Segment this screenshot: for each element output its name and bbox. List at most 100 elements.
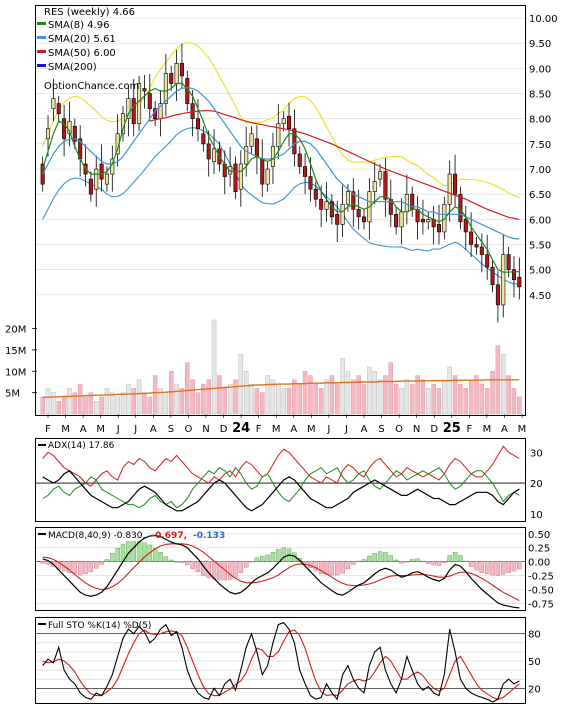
volume-bar [61,396,67,415]
candle-down [436,224,442,233]
volume-bar [83,396,88,415]
candle-down [383,171,388,200]
macd-histogram-bar [88,561,94,572]
macd-histogram-bar [511,561,517,572]
price-y-tick-label: 8.00 [529,115,551,126]
macd-signal-line [42,543,520,601]
macd-histogram-bar [168,559,174,562]
macd-histogram-bar [367,555,372,562]
candle-up [447,173,452,205]
x-tick-label: M [483,424,492,435]
price-y-tick-label: 6.50 [529,190,551,201]
candle-down [206,143,211,160]
sto-legend-swatch [38,623,46,625]
candle-down [99,163,104,180]
sma20-line [42,86,520,240]
candle-up [426,219,431,223]
volume-bar [163,392,169,415]
x-tick-label: 24 [232,421,250,436]
price-y-tick-label: 9.50 [529,39,551,50]
x-tick-label: A [80,424,87,435]
candle-down [287,115,292,130]
macd-histogram-bar [377,551,383,562]
macd-histogram-bar [495,561,501,576]
candle-up [46,128,51,140]
macd-histogram-bar [93,561,99,569]
legend-sma20: SMA(20) 5.61 [48,34,116,45]
price-y-tick-label: 5.00 [529,266,551,277]
macd-histogram-bar [217,561,222,581]
volume-bar [40,396,45,415]
macd-histogram-bar [99,561,104,565]
macd-y-tick-label: -0.50 [528,586,554,597]
candle-down [169,73,174,84]
legend-swatch-sma50 [37,50,46,53]
candle-down [495,284,500,306]
adx-y-tick-label: 20 [530,479,543,490]
sto-y-tick-label: 50 [528,657,541,668]
macd-histogram-bar [45,561,51,565]
sma8-line [42,82,520,273]
volume-bar [463,388,469,415]
volume-bar [131,388,136,415]
adx-title: ADX(14) 17.86 [48,441,115,451]
macd-histogram-bar [313,561,319,572]
x-tick-label: O [185,424,193,435]
volume-bar [393,383,399,415]
x-tick-label: A [501,424,508,435]
volume-bar [356,375,361,415]
volume-bar [436,388,442,415]
candle-up [281,118,286,125]
candle-up [174,63,179,84]
x-tick-label: J [133,424,137,435]
macd-histogram-bar [356,560,361,562]
macd-histogram-bar [484,561,490,575]
volume-bar [168,371,174,415]
volume-bar [426,388,431,415]
candle-down [260,158,265,185]
macd-histogram-bar [399,561,404,564]
volume-bar [72,392,78,415]
volume-bar [51,392,56,415]
x-tick-label: F [466,424,472,435]
macd-histogram-bar [233,561,238,578]
volume-bar [409,383,415,415]
candle-down [62,118,67,140]
candle-down [142,88,147,92]
macd-panel-frame [35,527,526,611]
x-tick-label: J [326,424,330,435]
macd-histogram-bar [104,559,110,562]
macd-title-main: MACD(8,40,9) -0.830, [48,531,145,541]
candle-down [474,244,479,248]
macd-histogram-bar [158,551,163,562]
macd-y-tick-label: -0.75 [528,599,554,610]
chart-title: RES (weekly) 4.66 [44,7,135,18]
candle-up [244,146,249,165]
price-y-tick-label: 9.00 [529,64,551,75]
candle-down [131,98,136,125]
volume-bar [324,379,329,415]
adx-y-tick-label: 10 [530,510,543,521]
volume-bar [415,375,420,415]
candle-down [319,198,324,210]
volume-bar [185,362,190,415]
volume-bar [142,392,147,415]
x-tick-label: J [116,424,120,435]
candle-down [329,201,334,218]
volume-y-tick-label: 20M [5,325,26,336]
volume-bar [67,388,72,415]
macd-histogram-bar [131,541,136,562]
volume-bar [452,375,458,415]
macd-title-signal: -0.697, [151,531,187,541]
x-tick-label: A [290,424,297,435]
volume-bar [249,383,254,415]
candle-down [517,276,522,288]
candle-up [324,201,329,210]
macd-histogram-bar [67,561,72,573]
macd-histogram-bar [302,561,308,564]
candle-up [399,211,404,228]
volume-bar [201,383,206,415]
candle-down [292,128,297,155]
